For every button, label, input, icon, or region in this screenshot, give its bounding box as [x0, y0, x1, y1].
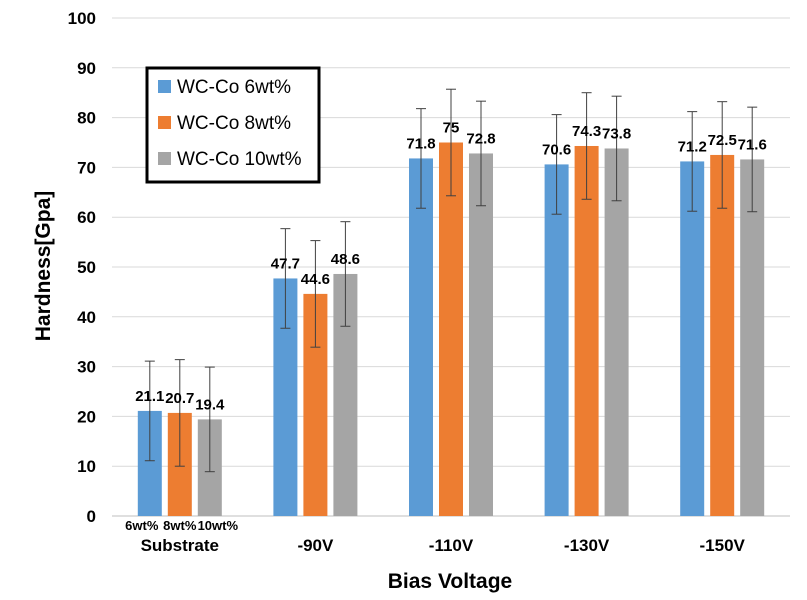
data-label: 73.8 — [602, 125, 631, 142]
data-label: 71.2 — [678, 138, 707, 155]
error-bar — [687, 111, 698, 212]
error-bar — [310, 240, 321, 348]
error-bar — [476, 100, 486, 207]
y-tick-label: 90 — [77, 59, 96, 78]
y-tick-label: 80 — [77, 109, 96, 128]
error-bar — [416, 108, 426, 209]
data-label: 71.6 — [738, 136, 767, 153]
error-bar — [340, 221, 351, 327]
bar — [469, 153, 493, 516]
y-tick-label: 30 — [77, 358, 96, 377]
bars — [137, 142, 765, 517]
bar — [710, 154, 735, 516]
y-tick-label: 50 — [77, 258, 96, 277]
y-tick-label: 0 — [87, 507, 96, 526]
bar — [740, 159, 765, 516]
category-label: -130V — [564, 536, 610, 555]
error-bar — [446, 88, 456, 197]
data-label: 75 — [443, 120, 460, 137]
y-tick-label: 10 — [77, 457, 96, 476]
sub-label: 8wt% — [163, 518, 197, 533]
legend-label: WC-Co 8wt% — [177, 113, 291, 134]
legend-box — [145, 66, 321, 184]
y-tick-label: 40 — [77, 308, 96, 327]
error-bar — [611, 95, 622, 202]
y-tick-labels: 0 10 20 30 40 50 60 70 80 90 100 — [68, 9, 96, 526]
data-label: 70.6 — [542, 141, 571, 158]
legend-label: WC-Co 6wt% — [177, 77, 291, 98]
data-label: 71.8 — [406, 135, 435, 152]
x-axis-title: Bias Voltage — [388, 570, 512, 593]
bar — [604, 148, 629, 516]
data-label: 20.7 — [165, 390, 194, 407]
data-label: 21.1 — [135, 388, 164, 405]
bar — [574, 145, 599, 516]
bar — [439, 142, 463, 516]
error-bar — [747, 106, 758, 213]
error-bar — [551, 114, 562, 215]
legend-swatch — [158, 80, 171, 93]
bar — [544, 164, 569, 517]
data-label: 48.6 — [331, 251, 360, 268]
legend: WC-Co 6wt% WC-Co 8wt% WC-Co 10wt% — [145, 66, 321, 184]
data-label: 72.8 — [466, 130, 495, 147]
error-bars — [144, 88, 758, 473]
error-bar — [581, 92, 592, 200]
sub-labels: 6wt% 8wt% 10wt% — [125, 518, 238, 533]
bar — [409, 158, 433, 516]
y-axis-title: Hardness[Gpa] — [32, 191, 55, 342]
error-bar — [204, 366, 215, 473]
y-tick-label: 100 — [68, 9, 96, 28]
legend-label: WC-Co 10wt% — [177, 149, 302, 170]
category-label: -110V — [429, 536, 474, 555]
error-bar — [280, 228, 291, 329]
sub-label: 10wt% — [198, 518, 239, 533]
y-tick-label: 70 — [77, 158, 96, 177]
error-bar — [144, 360, 155, 462]
data-label: 44.6 — [301, 271, 330, 288]
data-label: 74.3 — [572, 123, 601, 140]
error-bar — [717, 101, 728, 209]
category-label: -150V — [700, 536, 746, 555]
sub-label: 6wt% — [125, 518, 159, 533]
data-labels: 21.1 20.7 19.4 47.744.648.6 71.8 75 72.8 70.674… — [135, 120, 767, 414]
category-label: Substrate — [141, 536, 219, 555]
y-tick-label: 20 — [77, 407, 96, 426]
legend-swatch — [158, 116, 171, 129]
data-label: 72.5 — [708, 132, 737, 149]
bar — [680, 161, 705, 516]
category-labels: Substrate -90V -110V -130V -150V — [141, 536, 746, 555]
legend-swatch — [158, 152, 171, 165]
data-label: 47.7 — [271, 255, 300, 272]
y-tick-label: 60 — [77, 208, 96, 227]
data-label: 19.4 — [195, 396, 225, 413]
category-label: -90V — [297, 536, 334, 555]
error-bar — [174, 359, 185, 467]
